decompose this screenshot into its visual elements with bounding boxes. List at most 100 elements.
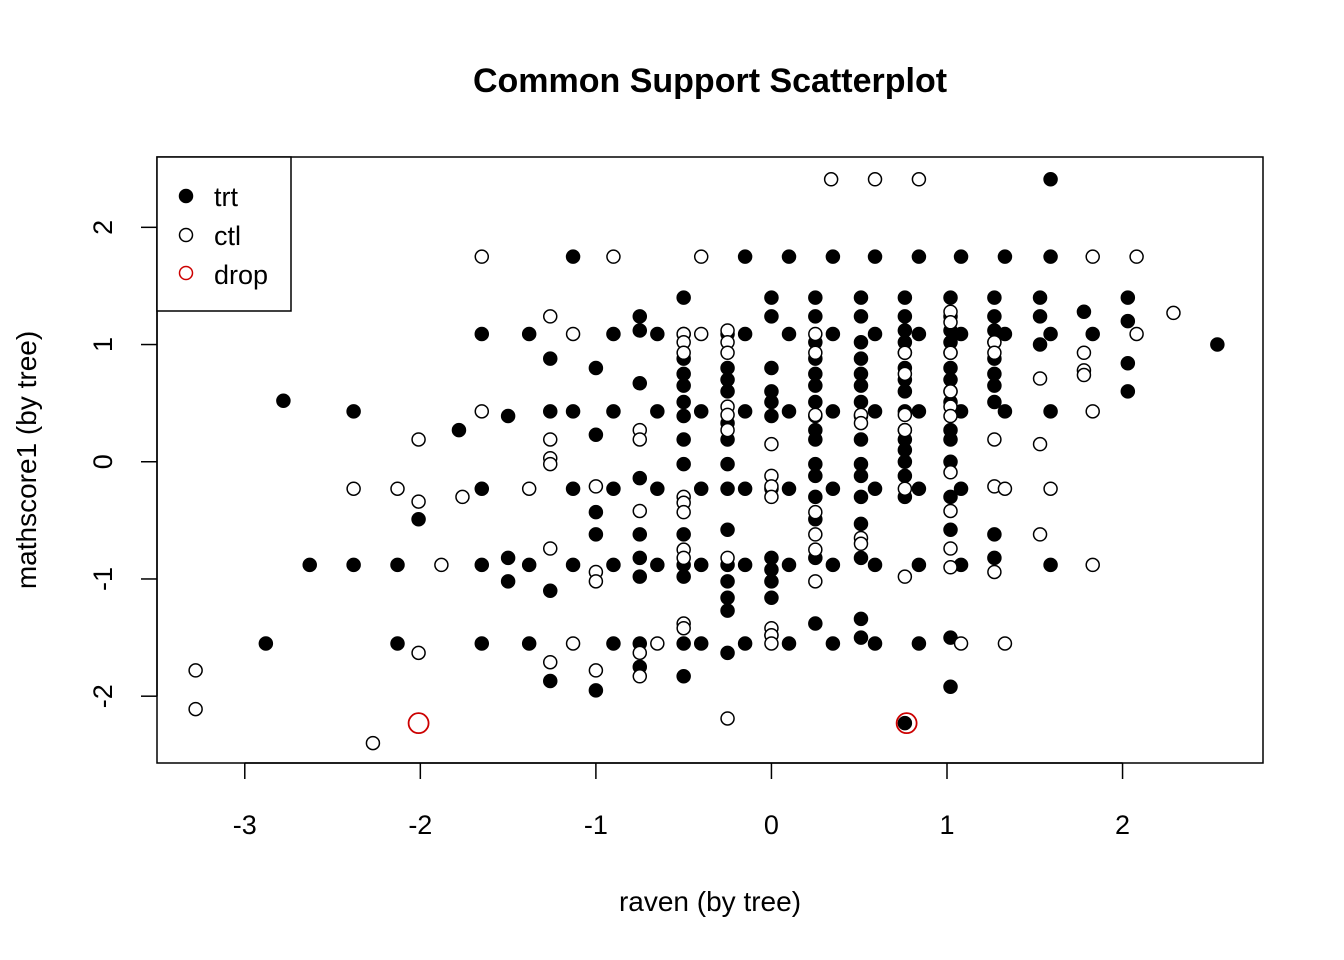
point-ctl bbox=[1032, 371, 1048, 386]
point-drop bbox=[407, 712, 430, 735]
point-trt bbox=[565, 481, 581, 496]
point-trt bbox=[632, 550, 648, 566]
point-trt bbox=[911, 249, 927, 264]
point-trt bbox=[588, 504, 604, 520]
point-ctl bbox=[987, 432, 1002, 447]
point-trt bbox=[258, 636, 274, 651]
point-ctl bbox=[676, 504, 691, 520]
point-ctl bbox=[823, 172, 839, 187]
point-trt bbox=[825, 481, 841, 496]
point-trt bbox=[853, 468, 869, 484]
point-ctl bbox=[720, 422, 735, 438]
point-trt bbox=[853, 550, 869, 566]
point-trt bbox=[987, 378, 1002, 393]
point-trt bbox=[720, 590, 735, 605]
point-trt bbox=[302, 557, 317, 573]
point-ctl bbox=[542, 432, 558, 447]
point-trt bbox=[1032, 290, 1048, 305]
point-ctl bbox=[808, 504, 823, 520]
point-ctl bbox=[897, 407, 913, 423]
point-trt bbox=[808, 309, 823, 324]
point-ctl bbox=[474, 249, 490, 264]
point-trt bbox=[650, 481, 665, 496]
point-trt bbox=[911, 636, 927, 651]
point-trt bbox=[737, 481, 753, 496]
chart-title: Common Support Scatterplot bbox=[473, 62, 947, 100]
point-trt bbox=[588, 527, 604, 542]
point-trt bbox=[1043, 404, 1058, 419]
point-ctl bbox=[1085, 557, 1100, 573]
point-trt bbox=[737, 636, 753, 651]
point-trt bbox=[897, 309, 913, 324]
x-axis-label: raven (by tree) bbox=[619, 886, 801, 917]
point-trt bbox=[781, 636, 797, 651]
point-trt bbox=[853, 378, 869, 393]
point-trt bbox=[632, 527, 648, 542]
y-tick-label: -1 bbox=[88, 567, 118, 591]
point-trt bbox=[867, 557, 883, 573]
point-trt bbox=[897, 715, 913, 731]
point-trt bbox=[808, 468, 823, 484]
point-trt bbox=[676, 378, 691, 393]
point-ctl bbox=[365, 735, 381, 751]
point-trt bbox=[943, 522, 958, 537]
point-ctl bbox=[720, 407, 735, 423]
point-ctl bbox=[411, 645, 426, 661]
point-ctl bbox=[542, 456, 558, 472]
point-ctl bbox=[411, 494, 426, 509]
point-trt bbox=[720, 574, 735, 589]
x-tick-label: 0 bbox=[764, 810, 779, 840]
point-trt bbox=[346, 404, 361, 419]
point-trt bbox=[943, 432, 958, 447]
point-trt bbox=[987, 550, 1002, 566]
point-trt bbox=[764, 408, 779, 424]
point-ctl bbox=[521, 481, 537, 496]
point-trt bbox=[606, 404, 621, 419]
data-points bbox=[188, 172, 1225, 751]
point-trt bbox=[500, 408, 516, 424]
point-ctl bbox=[411, 432, 426, 447]
point-trt bbox=[500, 574, 516, 589]
point-ctl bbox=[764, 436, 779, 452]
point-trt bbox=[808, 432, 823, 447]
point-ctl bbox=[588, 479, 604, 494]
point-ctl bbox=[911, 172, 927, 187]
point-trt bbox=[764, 360, 779, 376]
point-ctl bbox=[943, 408, 958, 424]
point-trt bbox=[825, 404, 841, 419]
point-ctl bbox=[693, 249, 709, 264]
point-trt bbox=[853, 394, 869, 410]
point-trt bbox=[943, 679, 958, 695]
point-ctl bbox=[632, 432, 648, 447]
point-trt bbox=[720, 384, 735, 399]
point-trt bbox=[474, 326, 490, 342]
point-trt bbox=[676, 408, 691, 424]
point-ctl bbox=[632, 503, 648, 519]
point-trt bbox=[474, 557, 490, 573]
point-trt bbox=[1032, 309, 1048, 324]
point-ctl bbox=[867, 172, 883, 187]
point-ctl bbox=[808, 574, 823, 589]
point-trt bbox=[676, 636, 691, 651]
point-trt bbox=[853, 290, 869, 305]
point-trt bbox=[911, 557, 927, 573]
point-trt bbox=[853, 351, 869, 366]
point-ctl bbox=[1085, 249, 1100, 264]
point-ctl bbox=[953, 636, 969, 651]
point-trt bbox=[474, 636, 490, 651]
point-trt bbox=[911, 481, 927, 496]
point-trt bbox=[565, 249, 581, 264]
point-trt bbox=[853, 611, 869, 627]
point-ctl bbox=[808, 527, 823, 542]
point-trt bbox=[764, 590, 779, 605]
point-ctl bbox=[565, 326, 581, 342]
point-ctl bbox=[676, 620, 691, 636]
point-ctl bbox=[987, 564, 1002, 580]
point-trt bbox=[853, 309, 869, 324]
point-trt bbox=[808, 616, 823, 631]
point-trt bbox=[1076, 304, 1092, 319]
legend-label-drop: drop bbox=[214, 260, 268, 290]
point-trt bbox=[676, 527, 691, 542]
point-trt bbox=[588, 683, 604, 698]
